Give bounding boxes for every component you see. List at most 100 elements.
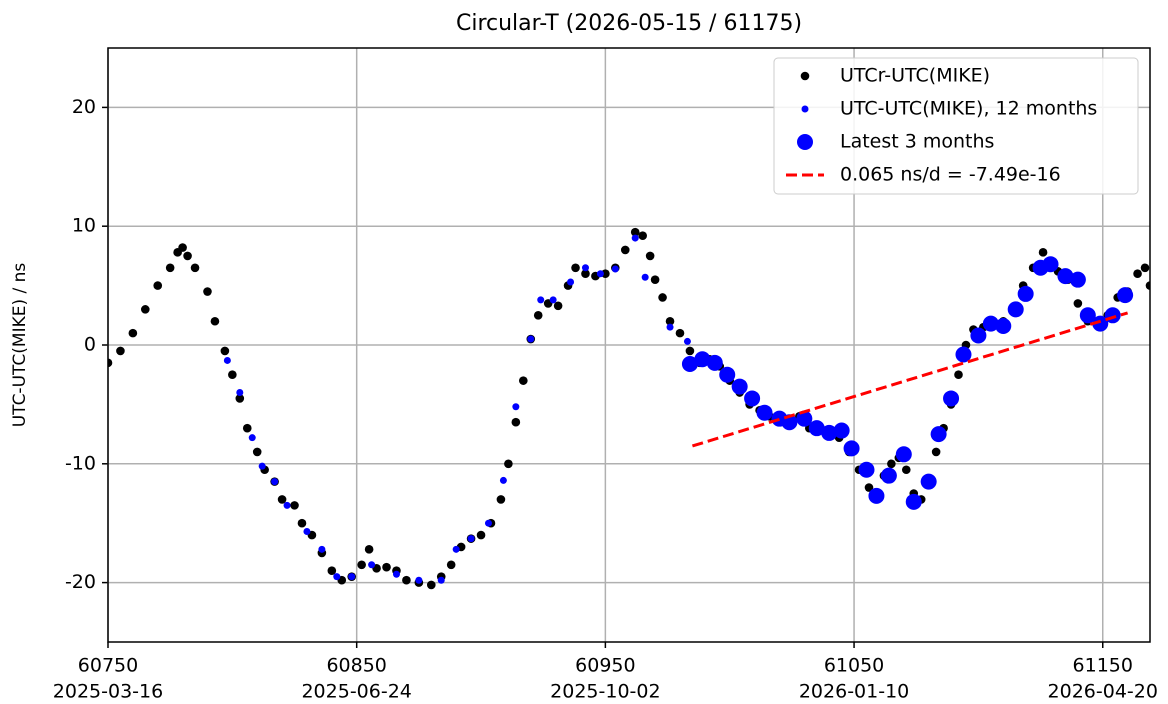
legend-swatch	[797, 134, 813, 150]
legend-label: UTC-UTC(MIKE), 12 months	[840, 98, 1097, 120]
legend-swatch	[801, 105, 809, 113]
legend-label: UTCr-UTC(MIKE)	[840, 65, 990, 87]
point	[681, 356, 698, 373]
point	[368, 561, 376, 569]
x-tick-label: 61150	[1073, 655, 1133, 677]
point	[527, 335, 535, 343]
point	[596, 270, 604, 278]
point	[141, 305, 150, 314]
point	[519, 376, 528, 385]
point	[581, 264, 589, 272]
point	[248, 434, 256, 442]
point	[833, 422, 850, 439]
point	[1073, 299, 1083, 308]
point	[382, 562, 391, 572]
point	[220, 346, 230, 356]
x-tick-date: 2025-06-24	[301, 681, 411, 703]
point	[1133, 269, 1142, 279]
point	[277, 495, 287, 504]
legend-box	[773, 57, 1139, 195]
point	[880, 467, 897, 484]
point	[571, 263, 580, 273]
y-tick-label: 10	[72, 215, 96, 237]
chart-title: Circular-T (2026-05-15 / 61175)	[456, 11, 802, 36]
point	[333, 573, 341, 581]
point	[1007, 301, 1024, 318]
plot-frame	[107, 47, 1151, 643]
point	[236, 389, 244, 397]
point	[620, 245, 630, 255]
point	[364, 545, 374, 554]
point	[796, 410, 813, 427]
point	[402, 575, 411, 585]
point	[864, 483, 874, 492]
point	[630, 227, 640, 237]
plot-area	[108, 227, 1150, 590]
point	[1042, 256, 1059, 273]
point	[297, 518, 307, 528]
point	[203, 287, 212, 296]
point	[631, 234, 639, 242]
x-tick-date: 2026-01-10	[799, 681, 909, 703]
point	[476, 530, 486, 540]
x-tick-label: 60750	[78, 655, 138, 677]
x-tick-label: 60850	[326, 655, 386, 677]
point	[496, 495, 506, 504]
point	[1038, 248, 1048, 257]
point	[694, 351, 711, 368]
point	[970, 327, 987, 344]
point	[821, 424, 838, 441]
point	[553, 301, 563, 311]
y-axis-label: UTC-UTC(MIKE) / ns	[10, 263, 30, 428]
point	[303, 528, 311, 536]
point	[178, 243, 187, 252]
point	[675, 328, 685, 338]
point	[392, 570, 400, 578]
point	[719, 366, 736, 383]
x-tick-date: 2026-04-20	[1048, 681, 1158, 703]
point	[581, 269, 590, 279]
point	[271, 478, 279, 486]
point	[533, 311, 543, 320]
point	[641, 273, 649, 281]
point	[955, 346, 972, 363]
x-tick-date: 2025-03-16	[53, 681, 163, 703]
point	[645, 251, 655, 261]
point	[128, 328, 138, 338]
point	[228, 370, 237, 380]
point	[901, 465, 911, 475]
point	[437, 576, 445, 584]
point	[290, 501, 299, 510]
point	[1092, 315, 1109, 332]
legend-label: 0.065 ns/d = -7.49e-16	[840, 164, 1061, 186]
point	[995, 317, 1012, 334]
point	[504, 459, 513, 469]
point	[252, 447, 262, 457]
y-tick-label: 0	[84, 334, 96, 356]
point	[452, 545, 460, 553]
x-tick-label: 60950	[575, 655, 635, 677]
point	[1017, 285, 1034, 302]
point	[446, 560, 456, 570]
point	[567, 278, 575, 286]
point	[601, 269, 610, 279]
point	[116, 346, 125, 356]
point	[511, 417, 521, 427]
point	[943, 390, 960, 407]
y-tick-label: 20	[72, 96, 96, 118]
point	[426, 580, 436, 590]
trend-line	[691, 311, 1129, 448]
point	[658, 293, 667, 302]
point	[650, 275, 660, 284]
legend-swatch	[800, 71, 810, 81]
point	[153, 281, 163, 290]
point	[549, 296, 557, 304]
point	[666, 323, 674, 331]
point	[868, 487, 885, 504]
point	[611, 265, 619, 273]
point	[210, 316, 220, 326]
point	[1104, 307, 1121, 324]
point	[1069, 271, 1086, 288]
point	[895, 446, 912, 463]
